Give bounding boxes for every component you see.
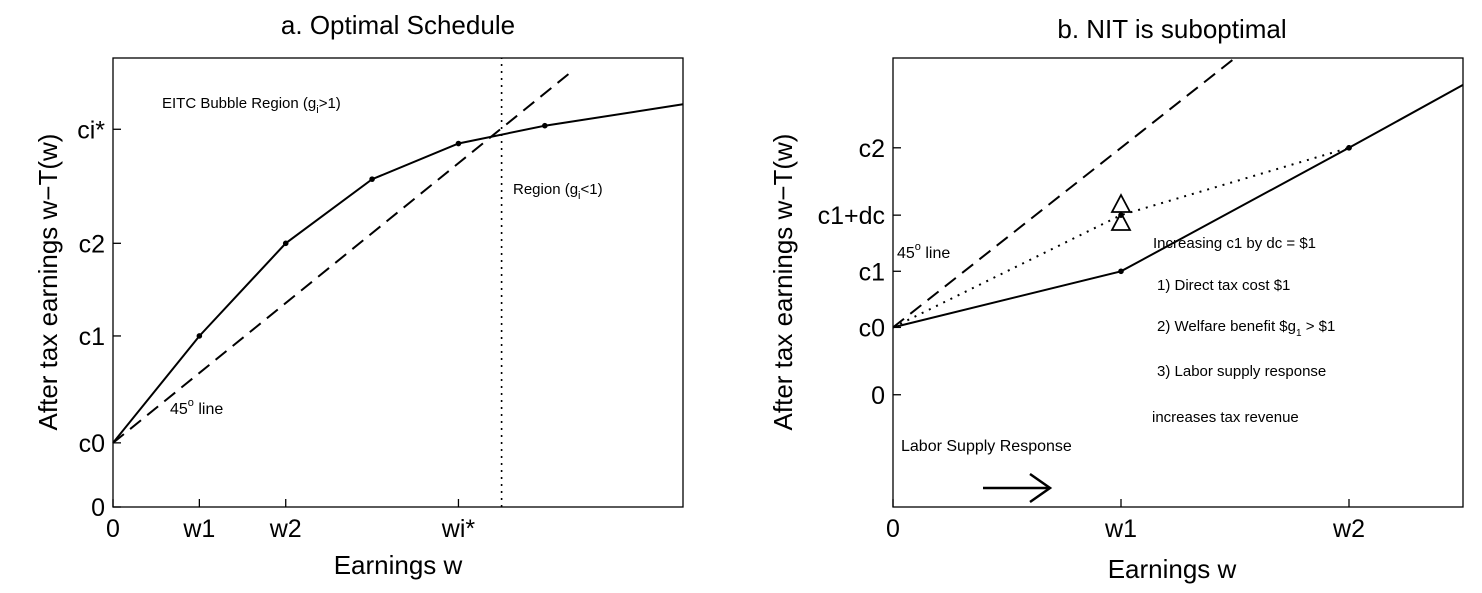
panel-b-ticks: 0 w1 w2 0 c0 c1 c1+dc c2 [818, 135, 1365, 543]
panel-a-series-solid-point [196, 333, 203, 339]
panel-b-ytick-label: c2 [859, 135, 885, 163]
panel-a-series-solid-point [542, 122, 548, 129]
triangle-lower-icon [1110, 211, 1132, 231]
panel-a-xtick-label: w1 [182, 515, 215, 543]
panel-a-ytick-label: ci* [77, 116, 105, 144]
panel-b-labor-label: 3) Labor supply response [1157, 363, 1326, 380]
panel-b-revenue-label: increases tax revenue [1152, 409, 1299, 426]
panel-b-title: b. NIT is suboptimal [1057, 14, 1286, 44]
panel-b-ylabel: After tax earnings w−T(w) [768, 134, 798, 431]
panel-a-xtick-label: w2 [269, 515, 302, 543]
panel-a-title: a. Optimal Schedule [281, 10, 515, 40]
panel-b-ytick-label: c1 [859, 258, 885, 286]
panel-b-45-line-label: 45o line [897, 241, 950, 262]
panel-b-direct-cost-label: 1) Direct tax cost $1 [1157, 277, 1290, 294]
triangle-markers [1110, 193, 1132, 231]
panel-a: a. Optimal Schedule 0 w1 w2 wi* 0 c0 c1 c2 ci* E… [33, 10, 684, 580]
panel-b-series-dotted-point [1346, 145, 1352, 151]
panel-a-series [112, 58, 684, 507]
panel-b-series-solid-point [1118, 268, 1124, 275]
panel-a-xtick-label: wi* [441, 515, 476, 543]
panel-a-bubble-label: EITC Bubble Region (gi>1) [162, 95, 341, 116]
panel-a-series-solid-point [282, 240, 289, 247]
panel-a-45-line-label: 45o line [170, 397, 223, 418]
panel-a-series-solid-point [455, 140, 462, 147]
panel-a-ytick-label: c1 [79, 323, 105, 351]
panel-b-xlabel: Earnings w [1108, 554, 1237, 584]
panel-b-increasing-label: Increasing c1 by dc = $1 [1153, 235, 1316, 252]
panel-a-region-label: Region (gi<1) [513, 181, 603, 202]
panel-b-ytick-label: c0 [859, 314, 885, 342]
panel-b-plot-frame [892, 57, 1464, 508]
panel-b-labor-supply-response-label: Labor Supply Response [901, 438, 1072, 455]
panel-b-welfare-label: 2) Welfare benefit $g1 > $1 [1157, 318, 1335, 339]
panel-a-xtick-label: 0 [106, 515, 120, 543]
panel-b-xtick-label: w1 [1104, 515, 1137, 543]
panel-a-ytick-label: c2 [79, 230, 105, 258]
panel-b-ytick-label: 0 [871, 382, 885, 410]
panel-a-plot-frame [112, 57, 684, 508]
panel-a-ylabel: After tax earnings w−T(w) [33, 134, 63, 431]
panel-a-xlabel: Earnings w [334, 550, 463, 580]
panel-a-ytick-label: c0 [79, 430, 105, 458]
panel-a-series-dashed-line [112, 71, 572, 444]
panel-b-xtick-label: 0 [886, 515, 900, 543]
panel-b: b. NIT is suboptimal 0 w1 w2 0 c0 c1 c1+dc c2 E… [768, 14, 1464, 584]
right-arrow-icon [983, 472, 1053, 504]
panel-b-ytick-label: c1+dc [818, 202, 885, 230]
triangle-upper-icon [1110, 193, 1132, 213]
panel-a-ticks: 0 w1 w2 wi* 0 c0 c1 c2 ci* [77, 116, 475, 543]
panel-a-series-solid-line [112, 103, 684, 444]
panel-a-ytick-label: 0 [91, 494, 105, 522]
panel-b-xtick-label: w2 [1332, 515, 1365, 543]
panel-b-series-dashed-line [892, 57, 1236, 329]
panel-a-series-solid-point [369, 176, 375, 182]
panel-b-series-solid-line [892, 84, 1464, 329]
